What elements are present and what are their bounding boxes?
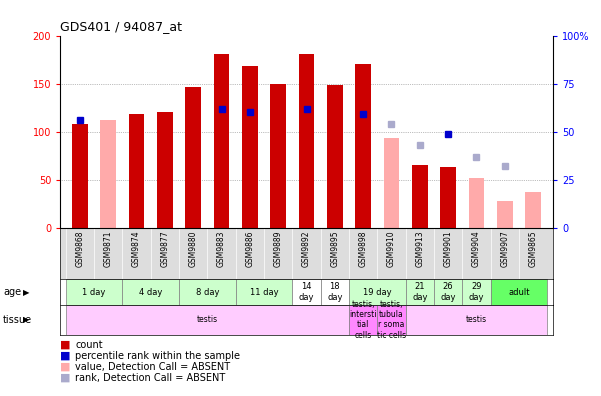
Text: GSM9895: GSM9895 — [331, 230, 340, 267]
Text: ■: ■ — [60, 373, 70, 383]
Text: 1 day: 1 day — [82, 287, 106, 297]
Bar — [406, 279, 434, 305]
Text: testis: testis — [197, 315, 218, 324]
Bar — [157, 112, 172, 228]
Text: ■: ■ — [60, 339, 70, 350]
Bar — [179, 279, 236, 305]
Bar — [441, 167, 456, 228]
Bar — [327, 85, 343, 228]
Bar — [349, 279, 406, 305]
Text: GSM9901: GSM9901 — [444, 230, 453, 267]
Text: 14
day: 14 day — [299, 282, 314, 302]
Bar — [186, 87, 201, 228]
Text: GSM9865: GSM9865 — [529, 230, 537, 267]
Text: GSM9892: GSM9892 — [302, 230, 311, 267]
Text: 4 day: 4 day — [139, 287, 162, 297]
Bar — [462, 279, 490, 305]
Text: ■: ■ — [60, 350, 70, 361]
Text: GSM9904: GSM9904 — [472, 230, 481, 267]
Text: testis,
tubula
r soma
tic cells: testis, tubula r soma tic cells — [377, 300, 406, 340]
Bar — [383, 138, 399, 228]
Text: ▶: ▶ — [23, 315, 29, 324]
Bar — [299, 54, 314, 228]
Text: GSM9886: GSM9886 — [245, 230, 254, 267]
Bar — [242, 67, 258, 228]
Text: age: age — [3, 287, 21, 297]
Text: rank, Detection Call = ABSENT: rank, Detection Call = ABSENT — [75, 373, 225, 383]
Text: 21
day: 21 day — [412, 282, 427, 302]
Text: GSM9868: GSM9868 — [76, 230, 84, 267]
Bar — [469, 178, 484, 228]
Bar — [525, 192, 541, 228]
Bar — [100, 120, 116, 228]
Bar — [406, 305, 548, 335]
Text: GSM9871: GSM9871 — [104, 230, 113, 267]
Bar — [321, 279, 349, 305]
Bar — [497, 201, 513, 228]
Bar — [434, 279, 462, 305]
Bar — [72, 124, 88, 228]
Bar — [292, 279, 321, 305]
Bar — [236, 279, 292, 305]
Bar — [214, 54, 230, 228]
Text: ▶: ▶ — [23, 287, 29, 297]
Text: GSM9883: GSM9883 — [217, 230, 226, 267]
Text: testis: testis — [466, 315, 487, 324]
Text: count: count — [75, 339, 103, 350]
Bar — [66, 279, 123, 305]
Text: 19 day: 19 day — [363, 287, 392, 297]
Bar — [270, 84, 286, 228]
Text: tissue: tissue — [3, 315, 32, 325]
Text: GSM9874: GSM9874 — [132, 230, 141, 267]
Text: GSM9907: GSM9907 — [500, 230, 509, 267]
Text: GDS401 / 94087_at: GDS401 / 94087_at — [60, 20, 182, 33]
Bar — [123, 279, 179, 305]
Text: ■: ■ — [60, 362, 70, 372]
Text: GSM9913: GSM9913 — [415, 230, 424, 267]
Text: 29
day: 29 day — [469, 282, 484, 302]
Bar — [490, 279, 548, 305]
Bar — [355, 65, 371, 228]
Text: GSM9889: GSM9889 — [273, 230, 282, 267]
Text: value, Detection Call = ABSENT: value, Detection Call = ABSENT — [75, 362, 230, 372]
Text: adult: adult — [508, 287, 529, 297]
Text: 8 day: 8 day — [196, 287, 219, 297]
Text: 11 day: 11 day — [249, 287, 278, 297]
Text: 26
day: 26 day — [441, 282, 456, 302]
Text: testis,
intersti
tial
cells: testis, intersti tial cells — [349, 300, 377, 340]
Text: GSM9877: GSM9877 — [160, 230, 169, 267]
Text: 18
day: 18 day — [327, 282, 343, 302]
Text: GSM9910: GSM9910 — [387, 230, 396, 267]
Bar — [412, 165, 427, 228]
Text: percentile rank within the sample: percentile rank within the sample — [75, 350, 240, 361]
Text: GSM9898: GSM9898 — [359, 230, 368, 267]
Bar — [349, 305, 377, 335]
Bar — [66, 305, 349, 335]
Text: GSM9880: GSM9880 — [189, 230, 198, 267]
Bar — [377, 305, 406, 335]
Bar — [129, 114, 144, 228]
